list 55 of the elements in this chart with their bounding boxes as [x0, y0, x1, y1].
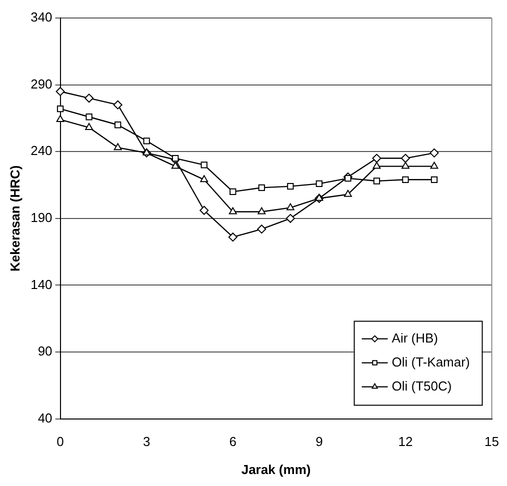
point [114, 143, 122, 150]
x-tick-label: 9 [316, 434, 323, 450]
legend-label: Oli (T-Kamar) [392, 354, 470, 370]
point [258, 207, 266, 214]
point [402, 176, 409, 183]
point [286, 214, 295, 223]
point [200, 206, 209, 215]
y-tick-label: 40 [38, 410, 52, 426]
x-tick-label: 15 [484, 434, 500, 450]
point [402, 162, 410, 169]
point [372, 154, 382, 163]
x-tick-label: 0 [56, 434, 64, 450]
point [430, 162, 438, 169]
point [85, 123, 94, 130]
point [113, 100, 122, 110]
point [286, 203, 294, 210]
point [230, 188, 236, 196]
point [316, 180, 323, 187]
point [315, 194, 324, 201]
point [200, 162, 208, 168]
point [114, 122, 122, 128]
point [344, 190, 352, 197]
point [56, 106, 64, 112]
point [228, 207, 237, 214]
point [86, 114, 92, 120]
point [258, 184, 265, 191]
point [143, 138, 150, 144]
legend-label: Air (HB) [392, 330, 438, 346]
point [172, 154, 179, 162]
point [142, 148, 151, 156]
legend-label: Oli (T50C) [392, 378, 452, 394]
y-axis-title: Kekerasan (HRC) [7, 165, 22, 272]
x-tick-label: 6 [229, 434, 236, 450]
point [84, 94, 94, 103]
point [344, 174, 352, 182]
point [171, 162, 180, 169]
point [430, 148, 439, 158]
y-tick-label: 290 [30, 76, 52, 92]
point [372, 162, 381, 169]
point [257, 224, 266, 234]
point [56, 86, 65, 96]
y-tick-label: 190 [30, 210, 52, 225]
point [373, 178, 380, 184]
point [228, 232, 238, 242]
point [430, 176, 438, 183]
point [200, 175, 208, 182]
point [400, 154, 410, 163]
y-tick-label: 340 [30, 10, 52, 25]
y-tick-label: 140 [30, 276, 52, 292]
y-tick-label: 240 [30, 143, 52, 158]
point [287, 183, 294, 190]
y-tick-label: 90 [38, 344, 52, 359]
x-tick-label: 3 [142, 434, 150, 450]
x-tick-label: 12 [398, 434, 413, 450]
x-axis-title: Jarak (mm) [241, 462, 311, 477]
